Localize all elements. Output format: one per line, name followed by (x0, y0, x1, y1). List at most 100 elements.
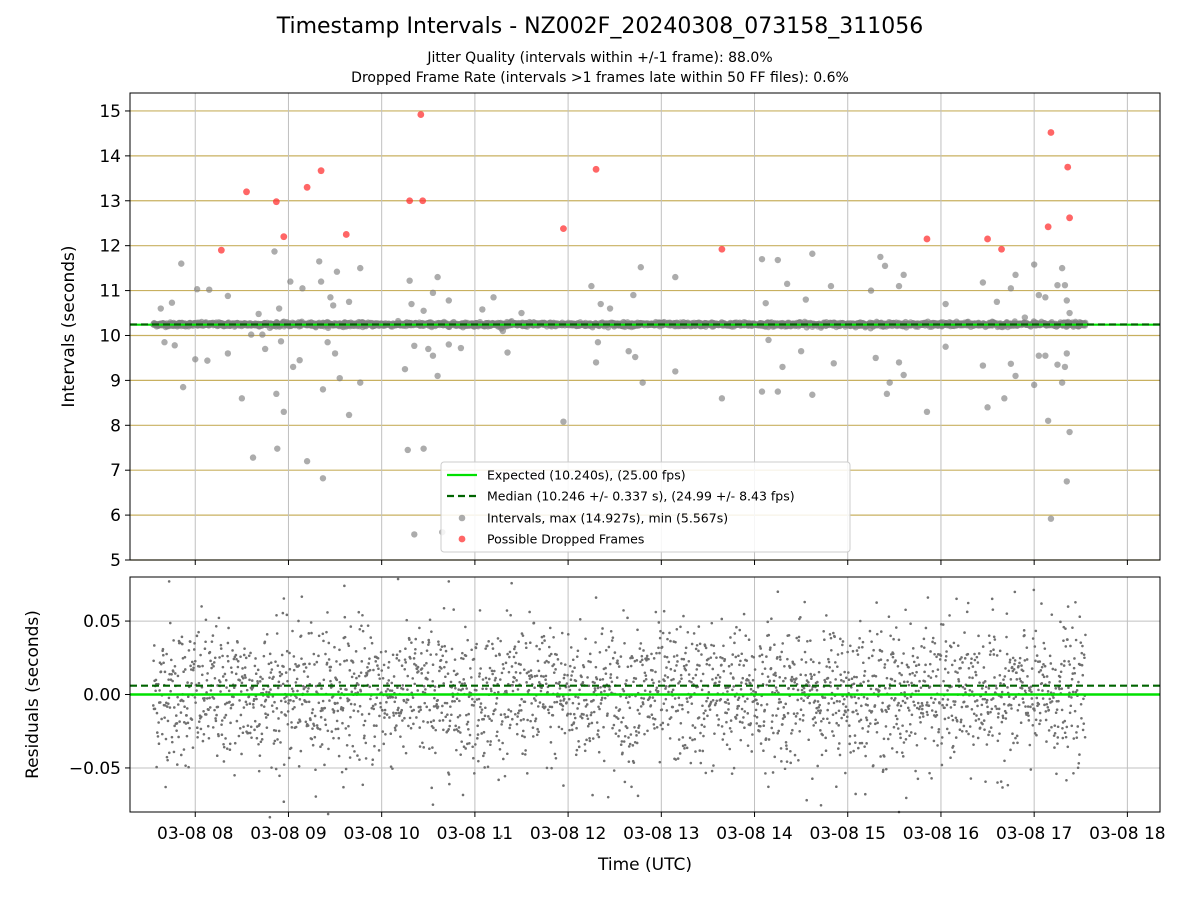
residual-point (166, 758, 169, 762)
residual-point (489, 740, 492, 743)
residual-point (634, 677, 638, 680)
residual-point (170, 740, 174, 744)
residual-point (168, 706, 172, 709)
residual-point (595, 677, 599, 681)
residual-point (257, 769, 261, 773)
residual-point (496, 730, 499, 734)
residual-point (395, 657, 399, 660)
residual-point (774, 686, 778, 689)
residual-point (192, 662, 196, 666)
residual-point (573, 716, 577, 720)
residual-point (429, 653, 433, 656)
residual-point (295, 677, 299, 681)
interval-outlier-point (830, 360, 837, 367)
residual-point (199, 653, 202, 657)
residual-point (691, 724, 695, 727)
residual-point (311, 708, 315, 711)
residual-point (477, 718, 480, 722)
residual-point (399, 735, 402, 738)
interval-outlier-point (277, 338, 285, 345)
residual-point (669, 639, 672, 643)
residual-point (480, 708, 484, 711)
residual-point (204, 713, 208, 716)
residual-point (407, 724, 410, 728)
interval-outlier-point (900, 371, 907, 379)
residual-point (770, 726, 774, 730)
chart-subtitle-jitter: Jitter Quality (intervals within +/-1 fr… (427, 50, 773, 66)
residual-point (315, 724, 319, 727)
residual-point (683, 747, 686, 750)
residual-point (284, 671, 288, 674)
residual-point (274, 767, 278, 771)
interval-outlier-point (809, 250, 816, 257)
residual-point (741, 676, 745, 680)
residual-point (260, 738, 264, 741)
residual-point (566, 633, 570, 636)
residual-point (536, 727, 539, 731)
residual-point (165, 755, 169, 759)
residual-point (465, 713, 468, 717)
residual-point (608, 662, 612, 666)
residual-point (789, 749, 792, 753)
residual-point (307, 687, 310, 690)
residual-point (685, 746, 689, 750)
residual-point (208, 696, 211, 700)
residual-point (418, 745, 422, 748)
residual-point (775, 689, 779, 692)
residual-point (694, 647, 698, 651)
residual-point (705, 662, 709, 666)
residual-point (688, 679, 691, 683)
residual-point (267, 695, 270, 699)
residual-point (412, 657, 416, 660)
residual-point (290, 721, 293, 724)
residual-point (163, 716, 166, 719)
residual-point (701, 704, 704, 708)
residual-point (297, 619, 300, 623)
interval-outlier-point (1063, 350, 1070, 357)
residual-point (612, 769, 616, 772)
residual-point (481, 687, 484, 691)
residual-point (672, 655, 676, 658)
residual-point (486, 740, 489, 743)
residual-point (555, 653, 558, 656)
residual-point (702, 711, 706, 715)
residual-point (614, 732, 618, 735)
residual-point (673, 697, 677, 700)
interval-outlier-point (317, 278, 325, 285)
residual-point (280, 672, 284, 676)
residual-point (204, 618, 208, 622)
residual-point (326, 611, 329, 614)
residual-point (188, 726, 191, 730)
residual-point (669, 716, 673, 719)
residual-point (459, 753, 462, 756)
residual-point (427, 638, 431, 642)
residual-point (169, 689, 172, 693)
residual-point (754, 708, 758, 712)
residual-point (416, 689, 420, 692)
residual-point (592, 698, 595, 702)
residual-point (341, 706, 345, 710)
residual-point (286, 710, 290, 713)
residual-point (516, 688, 520, 691)
residual-point (268, 652, 272, 656)
residual-point (475, 698, 479, 701)
residual-point (425, 705, 429, 709)
residual-point (796, 712, 799, 715)
residual-point (328, 669, 332, 672)
residual-point (386, 696, 390, 700)
residual-point (565, 701, 568, 704)
residual-point (403, 667, 407, 671)
residual-point (494, 708, 497, 711)
residual-point (588, 736, 591, 740)
residual-point (311, 743, 315, 747)
interval-outlier-point (797, 347, 805, 355)
residual-point (693, 726, 697, 729)
residual-point (460, 740, 463, 743)
residual-point (291, 629, 294, 633)
residual-point (215, 713, 218, 717)
residual-point (332, 736, 335, 740)
residual-point (408, 716, 412, 720)
interval-outlier-point (434, 372, 441, 380)
residual-point (310, 631, 313, 635)
